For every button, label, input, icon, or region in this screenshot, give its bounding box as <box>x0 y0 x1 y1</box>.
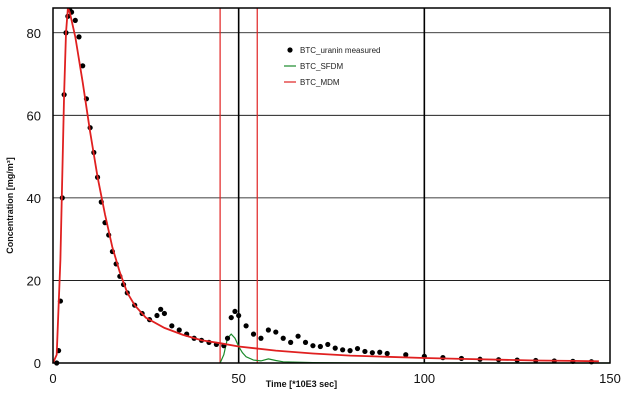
legend-marker <box>287 47 293 53</box>
data-point <box>273 329 279 335</box>
data-point <box>236 312 242 319</box>
data-point <box>354 345 361 352</box>
data-point <box>158 306 164 312</box>
legend-item: BTC_uranin measured <box>287 46 380 55</box>
legend-item: BTC_SFDM <box>284 62 343 71</box>
data-point <box>258 335 264 341</box>
data-point <box>250 331 257 337</box>
data-point <box>340 347 346 353</box>
data-point <box>295 333 301 339</box>
x-axis-label: Time [*10E3 sec] <box>266 379 337 389</box>
data-point <box>310 343 316 349</box>
data-point <box>80 63 86 69</box>
data-point <box>403 352 409 358</box>
x-tick-label: 100 <box>413 371 435 386</box>
data-point <box>243 323 249 329</box>
data-point <box>154 312 160 319</box>
data-point <box>280 335 286 341</box>
data-point <box>288 339 294 345</box>
series-line <box>52 7 599 364</box>
x-tick-label: 0 <box>49 371 56 386</box>
legend-item: BTC_MDM <box>284 78 340 87</box>
data-point <box>317 343 323 350</box>
vertical-marker-layer <box>219 8 426 363</box>
data-point <box>169 323 175 329</box>
data-point <box>347 348 353 354</box>
data-point <box>72 17 78 23</box>
legend-label: BTC_MDM <box>300 78 340 87</box>
data-point <box>302 339 309 345</box>
plot-frame <box>52 7 611 364</box>
x-tick-label: 50 <box>231 371 245 386</box>
tick-label-layer: 0 50 100 150 0 20 40 60 80 <box>27 26 621 386</box>
data-point <box>377 349 383 355</box>
legend: BTC_uranin measured BTC_SFDM BTC_MDM <box>284 46 380 87</box>
y-tick-label: 60 <box>27 108 41 123</box>
y-tick-label: 0 <box>34 356 41 371</box>
data-point <box>76 34 82 40</box>
y-tick-label: 80 <box>27 26 41 41</box>
series-btc-mdm <box>52 7 599 364</box>
data-point <box>228 314 234 321</box>
data-point <box>265 327 271 333</box>
data-point <box>232 308 238 315</box>
data-point <box>176 327 182 333</box>
legend-label: BTC_uranin measured <box>300 46 380 55</box>
y-tick-label: 20 <box>27 273 41 288</box>
data-point <box>369 350 375 356</box>
y-axis-label: Concentration [mg/m³] <box>5 157 15 254</box>
data-point <box>161 310 167 317</box>
data-point <box>325 341 331 348</box>
data-point <box>332 345 338 351</box>
data-point <box>384 350 390 357</box>
data-point <box>362 348 368 355</box>
data-point <box>224 335 231 341</box>
x-tick-label: 150 <box>599 371 621 386</box>
y-tick-label: 40 <box>27 191 41 206</box>
legend-label: BTC_SFDM <box>300 62 343 71</box>
